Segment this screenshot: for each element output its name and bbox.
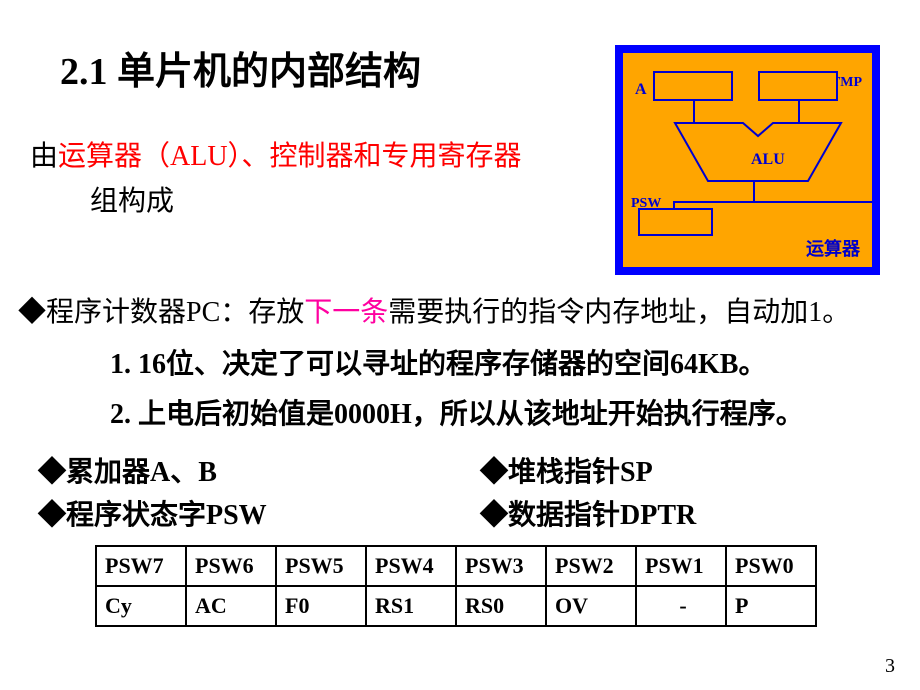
slide-title: 2.1 单片机的内部结构	[60, 40, 421, 95]
diagram-line-out-right	[753, 201, 872, 203]
bullet-psw: ◆程序状态字PSW	[38, 493, 267, 533]
bullet-accumulator: ◆累加器A、B	[38, 450, 217, 490]
intro-paragraph: 由运算器（ALU）、控制器和专用寄存器组构成	[30, 135, 590, 225]
alu-diagram: A TMP ALU PSW 运算器	[615, 45, 880, 275]
psw-header-cell: PSW6	[186, 546, 276, 586]
psw-value-cell: -	[636, 586, 726, 626]
diagram-line-a	[693, 101, 695, 123]
pc-suffix: 需要执行的指令内存地址，自动加1。	[388, 297, 850, 328]
psw-value-cell: AC	[186, 586, 276, 626]
psw-header-cell: PSW3	[456, 546, 546, 586]
diagram-line-tmp	[798, 101, 800, 123]
pc-prefix: ◆程序计数器PC：存放	[18, 297, 304, 328]
diagram-line-to-psw-h	[673, 201, 755, 203]
diagram-bottom-label: 运算器	[806, 235, 860, 261]
pc-highlight: 下一条	[304, 297, 388, 328]
diagram-psw-box	[638, 208, 713, 236]
psw-value-cell: F0	[276, 586, 366, 626]
para1-highlight: 运算器（ALU）、控制器和专用寄存器	[58, 141, 522, 172]
para1-prefix: 由	[30, 141, 58, 172]
psw-header-cell: PSW0	[726, 546, 816, 586]
psw-table: PSW7 PSW6 PSW5 PSW4 PSW3 PSW2 PSW1 PSW0 …	[95, 545, 817, 627]
psw-value-cell: RS1	[366, 586, 456, 626]
diagram-a-label: A	[635, 81, 647, 99]
page-number: 3	[885, 655, 895, 678]
table-row: PSW7 PSW6 PSW5 PSW4 PSW3 PSW2 PSW1 PSW0	[96, 546, 816, 586]
psw-header-cell: PSW1	[636, 546, 726, 586]
psw-header-cell: PSW2	[546, 546, 636, 586]
table-row: Cy AC F0 RS1 RS0 OV - P	[96, 586, 816, 626]
diagram-a-box	[653, 71, 733, 101]
psw-value-cell: P	[726, 586, 816, 626]
bullet-dptr: ◆数据指针DPTR	[480, 493, 696, 533]
bullet-pc: ◆程序计数器PC：存放下一条需要执行的指令内存地址，自动加1。	[18, 290, 850, 330]
bullet-stack-pointer: ◆堆栈指针SP	[480, 450, 653, 490]
psw-header-cell: PSW5	[276, 546, 366, 586]
diagram-line-alu-down	[753, 181, 755, 201]
pc-sub-1: 1. 16位、决定了可以寻址的程序存储器的空间64KB。	[110, 342, 766, 382]
pc-sub-2: 2. 上电后初始值是0000H，所以从该地址开始执行程序。	[110, 392, 804, 432]
psw-value-cell: RS0	[456, 586, 546, 626]
para1-suffix: 组构成	[90, 180, 590, 225]
diagram-tmp-box	[758, 71, 838, 101]
psw-value-cell: OV	[546, 586, 636, 626]
alu-diagram-inner: A TMP ALU PSW 运算器	[623, 53, 872, 267]
diagram-alu-label: ALU	[751, 151, 785, 169]
psw-value-cell: Cy	[96, 586, 186, 626]
psw-header-cell: PSW4	[366, 546, 456, 586]
psw-header-cell: PSW7	[96, 546, 186, 586]
